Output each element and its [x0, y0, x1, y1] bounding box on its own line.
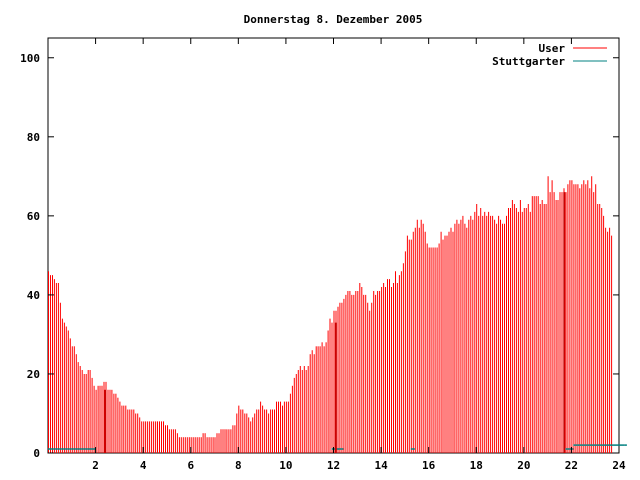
y-tick-label: 80: [27, 131, 40, 144]
y-axis: 0 20 40 60 80 100: [20, 52, 619, 460]
y-tick-label: 100: [20, 52, 40, 65]
stuttgarter-series-bars: [48, 444, 627, 450]
x-tick-label: 18: [470, 459, 483, 472]
legend: User Stuttgarter: [492, 42, 607, 68]
x-tick-label: 22: [565, 459, 578, 472]
x-tick-label: 2: [92, 459, 99, 472]
x-tick-label: 4: [140, 459, 147, 472]
x-tick-label: 10: [279, 459, 292, 472]
y-tick-label: 60: [27, 210, 40, 223]
legend-item-user: User: [539, 42, 607, 55]
highlight-bars: [104, 192, 566, 453]
y-tick-label: 40: [27, 289, 40, 302]
y-tick-label: 20: [27, 368, 40, 381]
x-tick-label: 20: [517, 459, 530, 472]
legend-label-user: User: [539, 42, 566, 55]
user-series-bars: [48, 176, 613, 453]
legend-label-stuttgarter: Stuttgarter: [492, 55, 565, 68]
x-axis: 2 4 6 8 10 12 14 16 18 20 22 24: [92, 38, 626, 472]
y-tick-label: 0: [33, 447, 40, 460]
x-tick-label: 12: [327, 459, 340, 472]
x-tick-label: 14: [374, 459, 388, 472]
x-tick-label: 16: [422, 459, 436, 472]
x-tick-label: 6: [187, 459, 194, 472]
chart-title: Donnerstag 8. Dezember 2005: [244, 13, 423, 26]
x-tick-label: 8: [235, 459, 242, 472]
x-tick-label: 24: [612, 459, 626, 472]
legend-item-stuttgarter: Stuttgarter: [492, 55, 607, 68]
